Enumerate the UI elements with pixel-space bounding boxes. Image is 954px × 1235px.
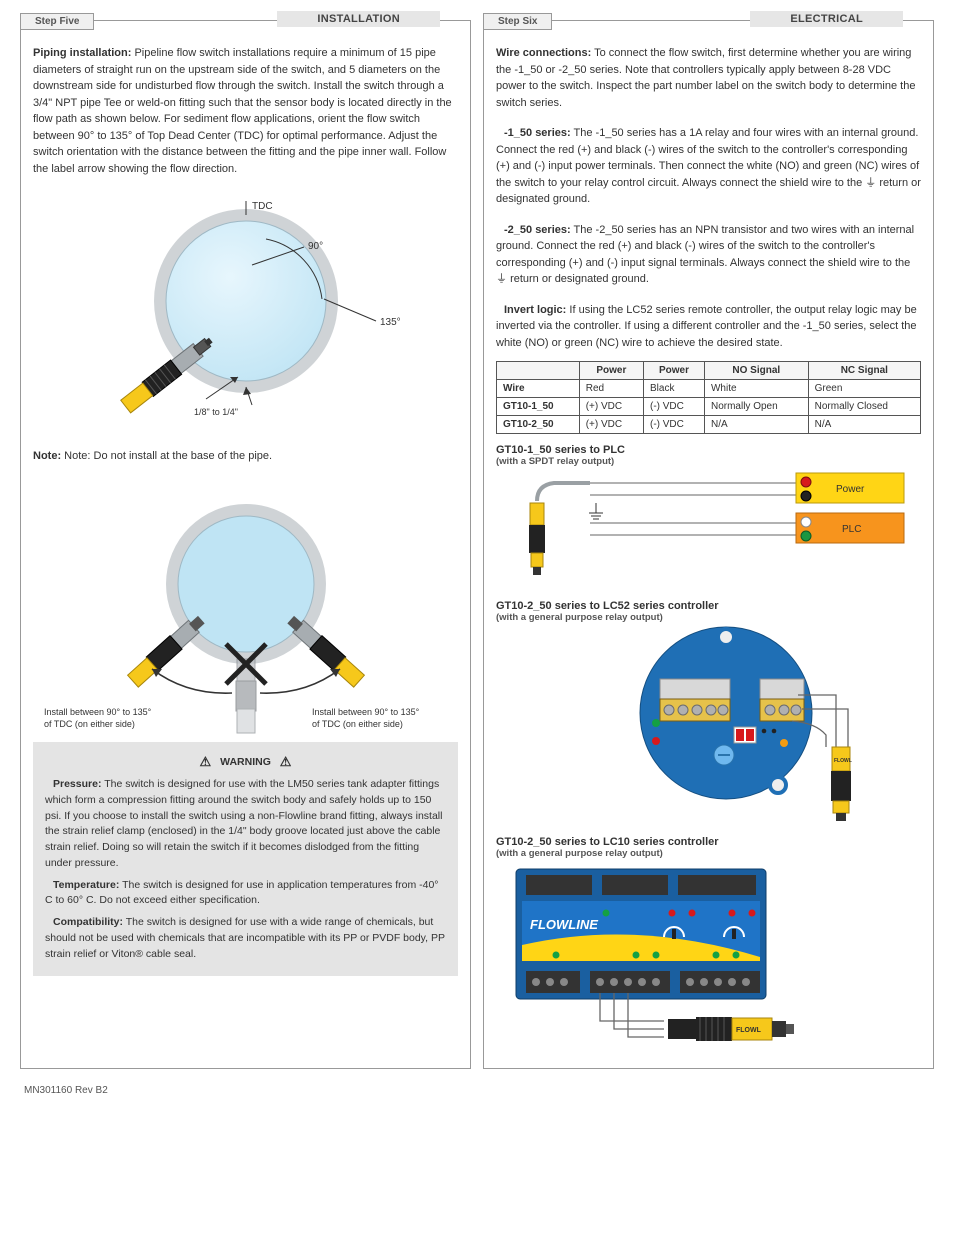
left-column: INSTALLATION Step Five Piping installati… bbox=[20, 20, 471, 1069]
sensor-right-good bbox=[284, 612, 364, 687]
warn-temp: Temperature: The switch is designed for … bbox=[45, 878, 446, 910]
arc-left bbox=[152, 669, 232, 693]
diagram-lc10: FLOWLINE bbox=[496, 859, 916, 1049]
warning-icon: ⚠ bbox=[280, 752, 292, 772]
sensor-mini bbox=[529, 483, 590, 575]
cap-right-1: Install between 90° to 135° bbox=[312, 707, 420, 717]
diagram-lc52: FLOWL bbox=[496, 623, 916, 823]
series-250: -2_50 series: The -2_50 series has an NP… bbox=[496, 222, 921, 288]
warning-title: ⚠ WARNING ⚠ bbox=[45, 752, 446, 772]
table-row: Wire Red Black White Green bbox=[497, 380, 921, 398]
note-no-bottom: Note: Note: Do not install at the base o… bbox=[33, 448, 458, 465]
label-tdc: TDC bbox=[252, 201, 273, 212]
figure-pipe-dual: Install between 90° to 135° of TDC (on e… bbox=[33, 479, 458, 732]
left-intro-body: Pipeline flow switch installations requi… bbox=[33, 47, 452, 175]
pipe-cross-section-svg: TDC 90° 135° bbox=[46, 191, 446, 431]
sensor-left-good bbox=[126, 612, 206, 687]
cap-left-1: Install between 90° to 135° bbox=[44, 707, 152, 717]
figure-pipe-single: TDC 90° 135° bbox=[33, 191, 458, 434]
bottom-terminals bbox=[526, 971, 760, 993]
series-150: -1_50 series: The -1_50 series has a 1A … bbox=[496, 125, 921, 208]
left-section-header: INSTALLATION bbox=[277, 11, 440, 27]
label-135: 135° bbox=[380, 317, 401, 328]
diagram1-title: GT10-1_50 series to PLC (with a SPDT rel… bbox=[496, 444, 921, 467]
terminal-block-right bbox=[760, 679, 804, 721]
wire-intro: Wire connections: To connect the flow sw… bbox=[496, 45, 921, 111]
sensor-right: FLOWL bbox=[831, 747, 852, 821]
ground-icon: ⏚ bbox=[865, 177, 876, 189]
sensor-horizontal: FLOWL bbox=[668, 1017, 794, 1041]
invert-logic: Invert logic: If using the LC52 series r… bbox=[496, 302, 921, 352]
cap-right-2: of TDC (on either side) bbox=[312, 719, 403, 729]
pipe-dual-svg: Install between 90° to 135° of TDC (on e… bbox=[36, 479, 456, 729]
svg-text:FLOWL: FLOWL bbox=[736, 1027, 762, 1034]
warning-box: ⚠ WARNING ⚠ Pressure: The switch is desi… bbox=[33, 742, 458, 977]
step-badge-left: Step Five bbox=[20, 13, 94, 30]
footer-rev: MN301160 Rev B2 bbox=[0, 1079, 954, 1108]
right-column: ELECTRICAL Step Six Wire connections: To… bbox=[483, 20, 934, 1069]
ground-icon: ⏚ bbox=[496, 273, 507, 285]
top-terminals bbox=[526, 875, 756, 895]
label-90: 90° bbox=[308, 241, 323, 252]
arc-right bbox=[260, 669, 340, 693]
plc-label: PLC bbox=[842, 524, 861, 535]
diagram2-title: GT10-2_50 series to LC52 series controll… bbox=[496, 600, 921, 623]
right-section-header: ELECTRICAL bbox=[750, 11, 903, 27]
power-label: Power bbox=[836, 484, 865, 495]
step-badge-right: Step Six bbox=[483, 13, 552, 30]
wire-table: Power Power NO Signal NC Signal Wire Red… bbox=[496, 361, 921, 434]
diagram-plc: Power PLC bbox=[496, 467, 916, 587]
table-row: Power Power NO Signal NC Signal bbox=[497, 362, 921, 380]
label-distance: 1/8" to 1/4" bbox=[194, 407, 238, 417]
brand-label: FLOWLINE bbox=[530, 917, 598, 932]
warning-icon: ⚠ bbox=[200, 752, 212, 772]
ground-symbol bbox=[589, 503, 603, 519]
left-intro-title: Piping installation: bbox=[33, 47, 131, 59]
left-intro: Piping installation: Pipeline flow switc… bbox=[33, 45, 458, 177]
table-row: GT10-2_50 (+) VDC (-) VDC N/A N/A bbox=[497, 416, 921, 434]
warn-compat: Compatibility: The switch is designed fo… bbox=[45, 915, 446, 962]
cap-left-2: of TDC (on either side) bbox=[44, 719, 135, 729]
table-row: GT10-1_50 (+) VDC (-) VDC Normally Open … bbox=[497, 398, 921, 416]
diagram3-title: GT10-2_50 series to LC10 series controll… bbox=[496, 836, 921, 859]
warn-pressure: Pressure: The switch is designed for use… bbox=[45, 777, 446, 872]
terminal-block-left bbox=[660, 679, 730, 721]
svg-text:FLOWL: FLOWL bbox=[834, 758, 852, 764]
